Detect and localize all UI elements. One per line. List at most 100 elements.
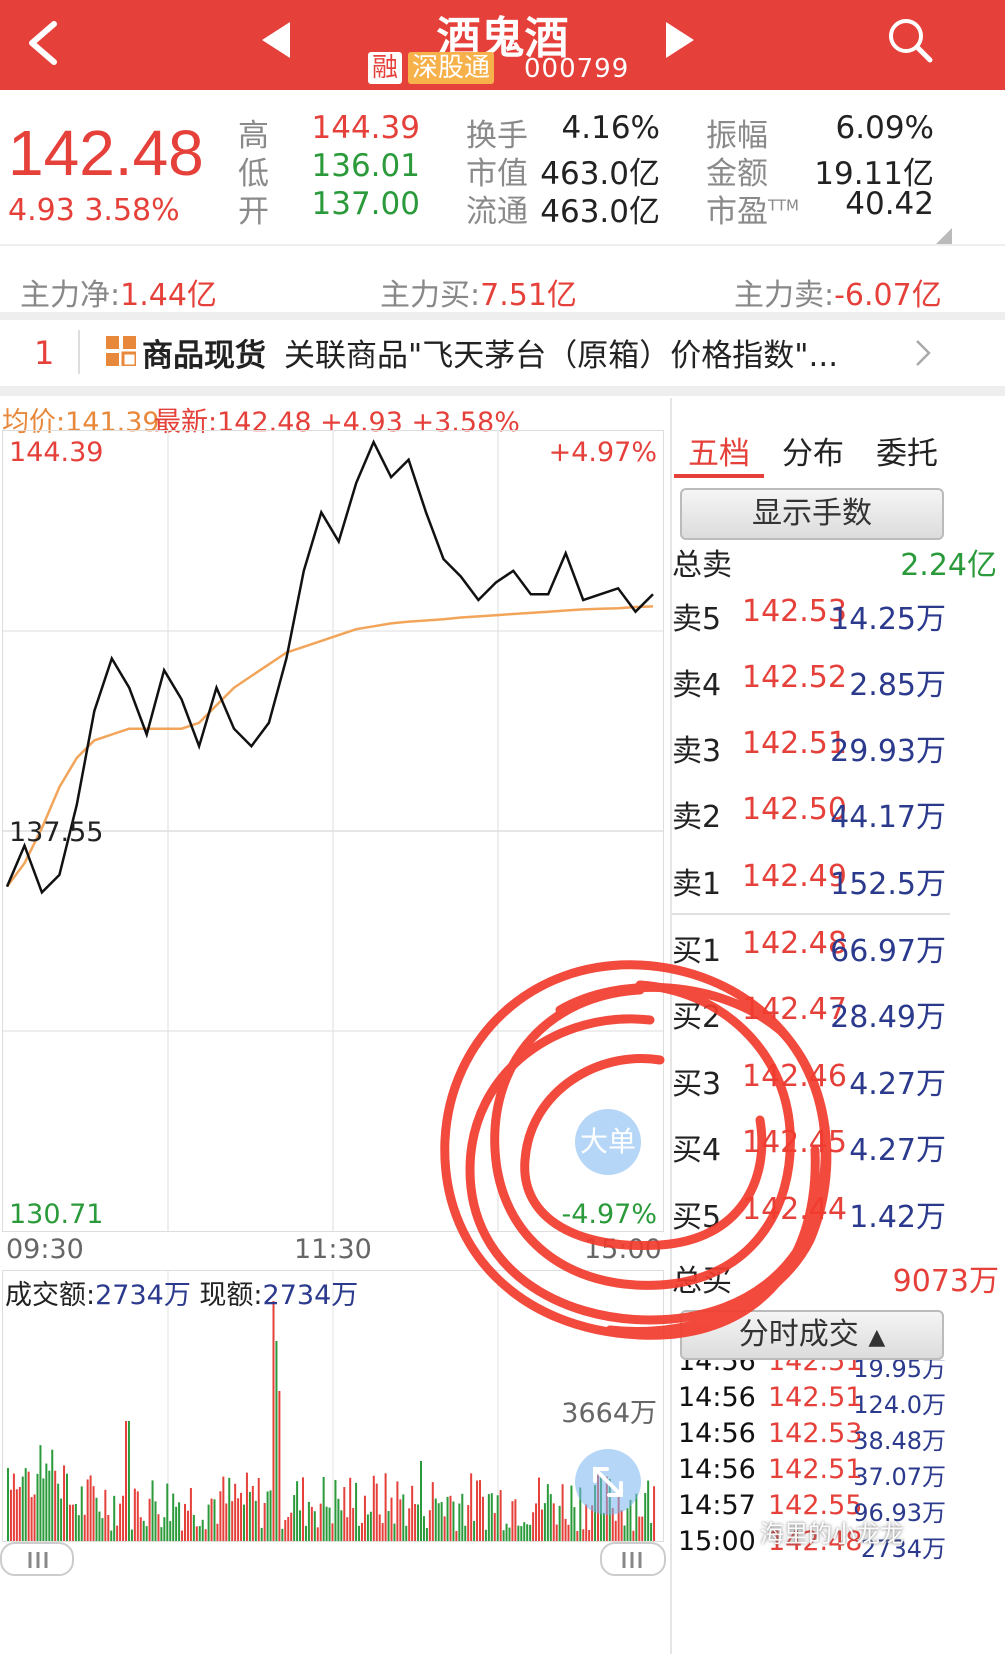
volume-bar bbox=[272, 1301, 275, 1541]
volume-bar bbox=[449, 1495, 452, 1541]
tab-five-levels[interactable]: 五档 bbox=[688, 436, 750, 472]
volume-bar bbox=[184, 1503, 186, 1541]
scroll-handle-left[interactable] bbox=[0, 1542, 74, 1576]
fullscreen-button[interactable] bbox=[575, 1449, 641, 1515]
order-book-row[interactable]: 买1 142.48 66.97万 bbox=[672, 926, 946, 990]
volume-bar bbox=[573, 1507, 576, 1541]
volume-bar bbox=[316, 1527, 319, 1541]
volume-bar bbox=[284, 1519, 287, 1541]
big-order-button[interactable]: 大单 bbox=[575, 1109, 641, 1175]
show-lots-button[interactable]: 显示手数 bbox=[680, 488, 944, 540]
volume-bar bbox=[387, 1510, 390, 1541]
caret-up-icon: ▲ bbox=[868, 1325, 886, 1350]
expand-icon bbox=[593, 1467, 623, 1497]
volume-bar bbox=[299, 1510, 302, 1541]
volume-bar bbox=[12, 1473, 15, 1541]
prev-stock-icon[interactable] bbox=[258, 18, 294, 62]
search-icon[interactable] bbox=[886, 14, 938, 66]
volume-bar bbox=[579, 1487, 582, 1541]
scroll-handle-right[interactable] bbox=[600, 1542, 666, 1576]
main-buy-flow: 主力买:7.51亿 bbox=[380, 270, 577, 314]
divider bbox=[0, 244, 1005, 246]
volume-bar bbox=[116, 1525, 119, 1541]
next-stock-icon[interactable] bbox=[662, 18, 698, 62]
volume-bar bbox=[529, 1524, 532, 1541]
order-book-row[interactable]: 买2 142.47 28.49万 bbox=[672, 992, 946, 1056]
y-low-label: 130.71 bbox=[9, 1199, 104, 1230]
volume-bar bbox=[263, 1502, 266, 1541]
volume-bar bbox=[54, 1470, 57, 1541]
order-book-row[interactable]: 卖2 142.50 44.17万 bbox=[672, 792, 946, 856]
total-sell-value: 2.24亿 bbox=[900, 548, 997, 583]
volume-bar bbox=[425, 1527, 428, 1541]
tab-distribution[interactable]: 分布 bbox=[782, 436, 844, 472]
volume-bar bbox=[281, 1528, 284, 1541]
volume-bar bbox=[484, 1529, 487, 1541]
related-commodity-banner[interactable]: 1 商品现货 关联商品"飞天茅台（原箱）价格指数"... bbox=[0, 320, 1005, 384]
volume-bar bbox=[30, 1497, 33, 1541]
stat-value-turnover: 4.16% bbox=[561, 110, 660, 146]
order-side: 卖4 bbox=[672, 668, 722, 703]
stat-label-low: 低 bbox=[238, 156, 269, 192]
volume-bar bbox=[51, 1449, 54, 1541]
order-book-row[interactable]: 买3 142.46 4.27万 bbox=[672, 1059, 946, 1123]
grip-icon bbox=[28, 1552, 48, 1568]
volume-bar bbox=[422, 1516, 425, 1541]
main-net-label: 主力净: bbox=[20, 278, 121, 313]
intraday-chart[interactable]: 144.39 +4.97% 137.55 130.71 -4.97% 大单 bbox=[2, 430, 664, 1232]
tab-orders[interactable]: 委托 bbox=[876, 436, 938, 472]
volume-bar bbox=[160, 1527, 163, 1541]
volume-bar bbox=[493, 1513, 496, 1541]
volume-bar bbox=[502, 1530, 505, 1541]
back-icon[interactable] bbox=[22, 18, 62, 68]
order-book-row[interactable]: 卖4 142.52 2.85万 bbox=[672, 660, 946, 724]
stat-label-high: 高 bbox=[238, 118, 269, 154]
volume-label: 成交额: bbox=[5, 1280, 96, 1311]
volume-bar bbox=[219, 1491, 222, 1541]
volume-bar bbox=[169, 1521, 172, 1541]
stat-label-open: 开 bbox=[238, 194, 269, 230]
order-book-row[interactable]: 卖5 142.53 14.25万 bbox=[672, 594, 946, 658]
volume-bar bbox=[18, 1486, 21, 1541]
volume-bar bbox=[133, 1488, 136, 1541]
order-book-row[interactable]: 买5 142.44 1.42万 bbox=[672, 1192, 946, 1256]
tick-vol: 96.93万 bbox=[853, 1499, 946, 1527]
volume-bar bbox=[366, 1514, 369, 1541]
volume-bar bbox=[322, 1476, 325, 1541]
volume-bar bbox=[496, 1495, 499, 1541]
volume-bar bbox=[452, 1501, 455, 1541]
volume-bar bbox=[42, 1478, 45, 1541]
tick-trade-list[interactable]: 14:56 142.51 19.95万 14:56 142.51 124.0万 14:56 1… bbox=[0, 1360, 1005, 1654]
volume-bar bbox=[198, 1526, 201, 1541]
main-sell-value: -6.07亿 bbox=[834, 278, 942, 313]
badge-group: 融 深股通 bbox=[368, 52, 495, 86]
tick-time: 14:57 bbox=[678, 1490, 756, 1521]
order-book-row[interactable]: 卖1 142.49 152.5万 bbox=[672, 859, 946, 923]
tick-trade-row: 15:00 142.48 2734万 bbox=[678, 1526, 946, 1563]
tick-time: 14:56 bbox=[678, 1360, 756, 1377]
intraday-chart-svg bbox=[3, 431, 663, 1231]
volume-bar bbox=[89, 1475, 92, 1541]
price-line bbox=[5, 439, 654, 895]
volume-bar bbox=[641, 1516, 644, 1541]
tick-price: 142.51 bbox=[768, 1360, 863, 1377]
order-book-row[interactable]: 卖3 142.51 29.93万 bbox=[672, 726, 946, 790]
volume-bar bbox=[390, 1497, 393, 1541]
volume-bar bbox=[588, 1529, 591, 1541]
stat-value-high: 144.39 bbox=[311, 110, 420, 146]
volume-bar bbox=[585, 1504, 588, 1541]
volume-bar bbox=[325, 1506, 328, 1541]
volume-chart[interactable]: 成交额:2734万 现额:2734万 3664万 bbox=[2, 1270, 664, 1542]
volume-bar bbox=[461, 1493, 464, 1541]
main-buy-value: 7.51亿 bbox=[480, 278, 577, 313]
stock-code: 000799 bbox=[524, 54, 630, 84]
volume-bar bbox=[213, 1499, 216, 1541]
news-category: 商品现货 bbox=[142, 338, 266, 374]
volume-bar bbox=[476, 1480, 479, 1541]
order-price: 142.50 bbox=[742, 792, 847, 827]
volume-bar bbox=[487, 1494, 490, 1541]
grip-icon bbox=[622, 1552, 642, 1568]
stat-value-amplitude: 6.09% bbox=[835, 110, 934, 146]
expand-corner-icon[interactable] bbox=[936, 228, 952, 244]
